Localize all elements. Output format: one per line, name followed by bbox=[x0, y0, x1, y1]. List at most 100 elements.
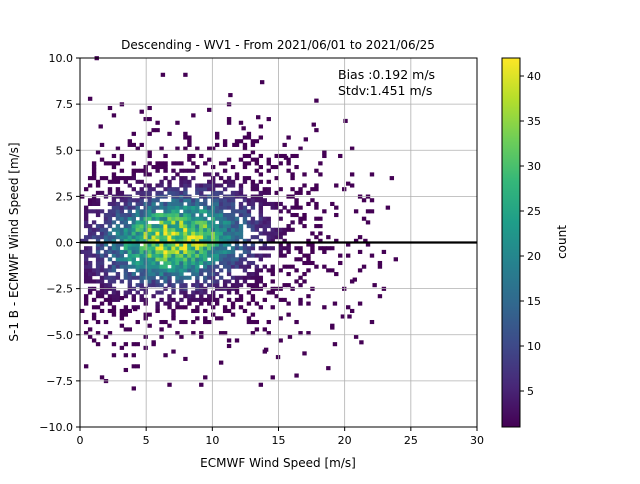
heatmap-cell bbox=[135, 209, 140, 214]
heatmap-cell bbox=[151, 187, 156, 192]
heatmap-cell bbox=[175, 212, 180, 218]
heatmap-cell bbox=[199, 231, 204, 236]
heatmap-cell bbox=[103, 297, 109, 302]
heatmap-cell bbox=[163, 319, 168, 325]
heatmap-cell bbox=[115, 190, 121, 195]
heatmap-cell bbox=[171, 349, 176, 354]
heatmap-cell bbox=[211, 275, 216, 280]
heatmap-cell bbox=[155, 183, 160, 188]
heatmap-cell bbox=[298, 216, 303, 221]
heatmap-cell bbox=[163, 227, 168, 232]
heatmap-cell bbox=[183, 305, 188, 310]
heatmap-cell bbox=[222, 216, 228, 221]
heatmap-cell bbox=[191, 176, 196, 181]
heatmap-cell bbox=[270, 264, 275, 269]
heatmap-cell bbox=[139, 227, 144, 232]
heatmap-cell bbox=[302, 183, 307, 188]
y-tick-label: −5.0 bbox=[46, 329, 73, 342]
heatmap-cell bbox=[207, 146, 212, 151]
heatmap-cell bbox=[254, 264, 260, 269]
heatmap-cell bbox=[183, 187, 188, 192]
heatmap-cell bbox=[218, 176, 224, 181]
heatmap-cell bbox=[306, 242, 311, 247]
heatmap-cell bbox=[159, 183, 164, 188]
heatmap-cell bbox=[207, 283, 212, 288]
heatmap-cell bbox=[199, 220, 204, 225]
colorbar bbox=[501, 57, 521, 428]
heatmap-cell bbox=[87, 183, 93, 188]
heatmap-cell bbox=[139, 220, 144, 225]
heatmap-cell bbox=[123, 176, 129, 181]
heatmap-cell bbox=[91, 168, 97, 173]
heatmap-cell bbox=[218, 183, 224, 188]
heatmap-cell bbox=[103, 238, 109, 243]
heatmap-cell bbox=[211, 305, 216, 310]
heatmap-cell bbox=[159, 238, 164, 243]
heatmap-cell bbox=[175, 272, 180, 277]
heatmap-cell bbox=[306, 257, 311, 262]
x-axis-ticks: 0 5 10 15 20 25 30 bbox=[77, 427, 484, 447]
heatmap-cell bbox=[87, 96, 93, 101]
heatmap-cell bbox=[115, 216, 121, 221]
heatmap-cell bbox=[234, 139, 240, 144]
heatmap-cell bbox=[131, 246, 136, 251]
heatmap-cell bbox=[199, 257, 204, 262]
heatmap-cell bbox=[135, 238, 140, 243]
heatmap-cell bbox=[258, 205, 264, 210]
heatmap-cell bbox=[266, 253, 271, 258]
heatmap-cell bbox=[111, 290, 117, 295]
heatmap-cell bbox=[187, 227, 192, 232]
heatmap-cell bbox=[147, 227, 152, 232]
heatmap-cell bbox=[290, 220, 295, 225]
heatmap-cell bbox=[310, 249, 315, 254]
heatmap-cell bbox=[163, 238, 168, 243]
heatmap-cell bbox=[179, 235, 184, 240]
heatmap-cell bbox=[266, 268, 271, 273]
heatmap-cell bbox=[159, 319, 164, 325]
heatmap-cell bbox=[155, 231, 160, 236]
heatmap-cell bbox=[151, 279, 156, 284]
heatmap-cell bbox=[226, 198, 232, 203]
heatmap-cell bbox=[115, 201, 121, 206]
heatmap-cell bbox=[250, 139, 256, 144]
heatmap-cell bbox=[111, 165, 117, 170]
heatmap-cell bbox=[131, 253, 136, 258]
heatmap-cell bbox=[238, 183, 244, 188]
heatmap-cell bbox=[95, 190, 101, 195]
heatmap-cell bbox=[139, 235, 144, 240]
heatmap-cell bbox=[246, 283, 252, 288]
heatmap-cell bbox=[91, 268, 97, 273]
heatmap-cell bbox=[131, 238, 136, 243]
heatmap-cell bbox=[226, 343, 232, 349]
heatmap-cell bbox=[179, 231, 184, 236]
heatmap-cell bbox=[155, 246, 160, 251]
heatmap-cell bbox=[127, 231, 133, 236]
heatmap-cell bbox=[234, 216, 240, 221]
heatmap-cell bbox=[167, 305, 172, 310]
heatmap-cell bbox=[207, 275, 212, 280]
heatmap-cell bbox=[318, 238, 323, 243]
heatmap-cell bbox=[262, 264, 267, 269]
heatmap-cell bbox=[147, 260, 152, 266]
heatmap-cell bbox=[95, 227, 101, 232]
heatmap-cell bbox=[282, 297, 287, 302]
heatmap-cell bbox=[127, 327, 133, 332]
heatmap-cell bbox=[95, 257, 101, 262]
heatmap-cell bbox=[159, 161, 164, 166]
y-tick-label: 0.0 bbox=[56, 237, 74, 250]
heatmap-cell bbox=[242, 216, 248, 221]
heatmap-cell bbox=[314, 187, 319, 192]
heatmap-cell bbox=[278, 209, 283, 214]
heatmap-cell bbox=[226, 120, 232, 125]
heatmap-cell bbox=[191, 249, 196, 254]
heatmap-cell bbox=[262, 201, 267, 206]
heatmap-cell bbox=[203, 209, 208, 214]
heatmap-cell bbox=[87, 260, 93, 266]
heatmap-cell bbox=[95, 249, 101, 254]
heatmap-cell bbox=[127, 198, 133, 203]
heatmap-cell bbox=[183, 290, 188, 295]
heatmap-cell bbox=[143, 268, 148, 273]
heatmap-cell bbox=[139, 224, 144, 229]
heatmap-cell bbox=[274, 227, 279, 232]
heatmap-cell bbox=[222, 279, 228, 284]
